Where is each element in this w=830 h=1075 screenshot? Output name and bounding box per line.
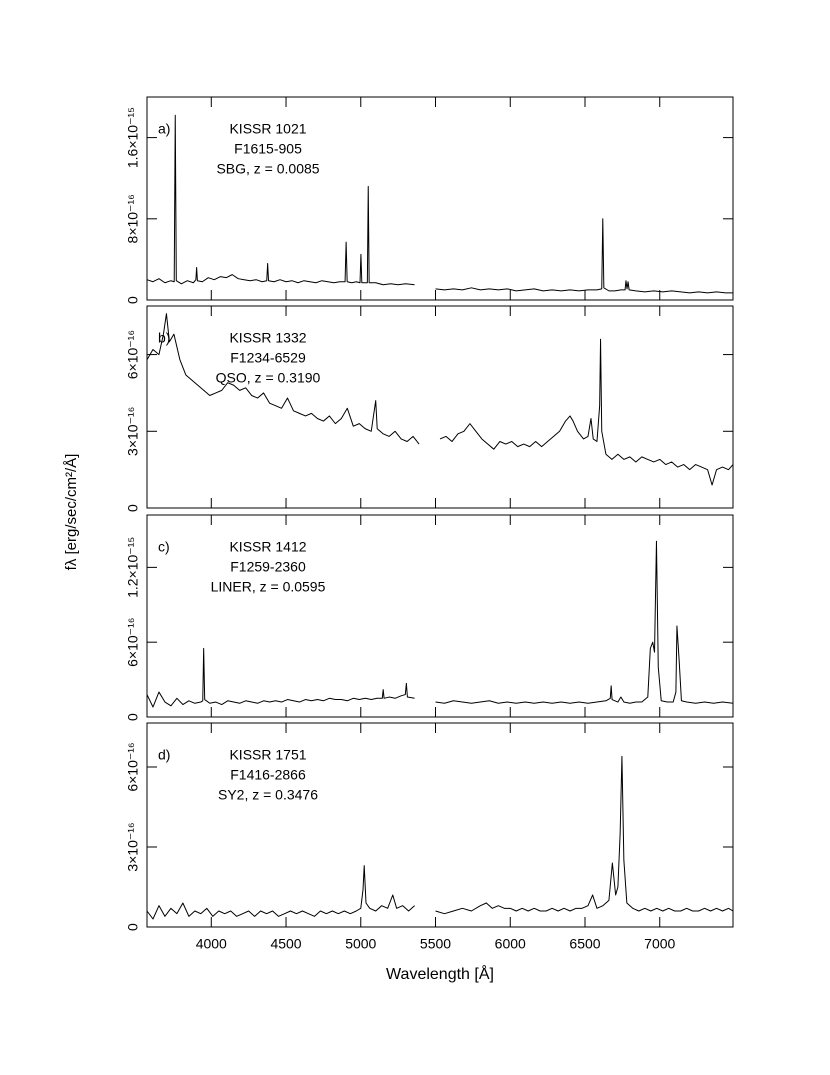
y-tick-label: 8×10⁻¹⁶: [125, 194, 141, 243]
y-tick-label: 6×10⁻¹⁶: [125, 330, 141, 379]
spectrum-line: [146, 540, 734, 708]
annotation: SY2, z = 0.3476: [218, 787, 318, 803]
y-tick-label: 1.2×10⁻¹⁵: [125, 537, 141, 598]
y-axis-label: fλ [erg/sec/cm²/Å]: [63, 454, 80, 571]
annotation: F1234-6529: [230, 350, 306, 366]
y-tick-label: 0: [125, 504, 141, 512]
y-tick-label: 3×10⁻¹⁶: [125, 822, 141, 871]
annotation: KISSR 1412: [229, 539, 306, 555]
annotation: KISSR 1332: [229, 330, 306, 346]
x-tick-label: 4500: [270, 936, 301, 952]
panel-label: a): [158, 121, 170, 137]
x-tick-label: 4000: [196, 936, 227, 952]
panel-frame: [146, 514, 734, 718]
panel-frame: [146, 722, 734, 928]
annotation: KISSR 1751: [229, 747, 306, 763]
panel-label: d): [158, 747, 170, 763]
panel-frame: [146, 96, 734, 301]
y-tick-label: 0: [125, 923, 141, 931]
y-tick-label: 0: [125, 296, 141, 304]
x-axis-label: Wavelength [Å]: [386, 964, 494, 983]
y-tick-label: 6×10⁻¹⁶: [125, 742, 141, 791]
x-tick-label: 5000: [345, 936, 376, 952]
panel-label: c): [158, 539, 170, 555]
annotation: LINER, z = 0.0595: [211, 579, 326, 595]
spectrum-line: [146, 114, 733, 294]
x-tick-label: 5500: [420, 936, 451, 952]
annotation: KISSR 1021: [229, 121, 306, 137]
spectrum-line: [146, 755, 734, 920]
y-tick-label: 0: [125, 713, 141, 721]
y-tick-label: 1.6×10⁻¹⁵: [125, 107, 141, 168]
panel-label: b): [158, 330, 170, 346]
panel-frame: [146, 305, 734, 509]
y-tick-label: 3×10⁻¹⁶: [125, 407, 141, 456]
annotation: F1259-2360: [230, 559, 306, 575]
annotation: QSO, z = 0.3190: [216, 370, 321, 386]
x-tick-label: 6000: [495, 936, 526, 952]
annotation: F1615-905: [234, 141, 302, 157]
spectrum-line: [146, 313, 734, 486]
x-tick-label: 6500: [569, 936, 600, 952]
y-tick-label: 6×10⁻¹⁶: [125, 618, 141, 667]
x-tick-label: 7000: [644, 936, 675, 952]
annotation: SBG, z = 0.0085: [216, 161, 319, 177]
annotation: F1416-2866: [230, 767, 306, 783]
